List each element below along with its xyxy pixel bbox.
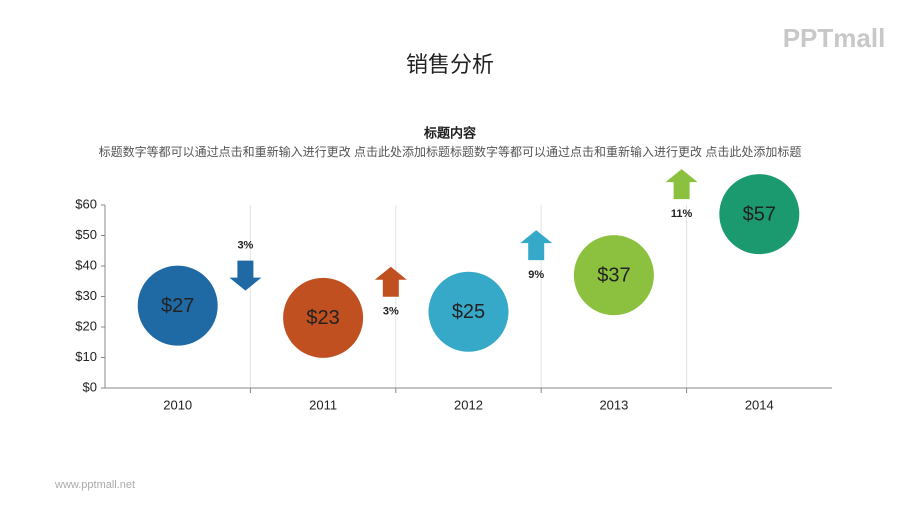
change-label: 9% — [528, 269, 544, 281]
change-arrow — [374, 266, 407, 297]
y-tick-label: $10 — [75, 349, 97, 364]
y-tick-label: $60 — [75, 196, 97, 211]
description: 标题数字等都可以通过点击和重新输入进行更改 点击此处添加标题标题数字等都可以通过… — [98, 145, 802, 159]
chart-title: 销售分析 — [406, 52, 494, 77]
value-label: $37 — [597, 264, 630, 286]
x-tick-label: 2010 — [163, 397, 192, 412]
change-label: 11% — [671, 208, 693, 220]
value-label: $25 — [452, 301, 485, 323]
y-tick-label: $30 — [75, 288, 97, 303]
change-arrow — [229, 260, 262, 291]
x-tick-label: 2014 — [745, 397, 774, 412]
logo: PPTmall — [783, 23, 886, 53]
change-label: 3% — [237, 240, 253, 252]
value-label: $23 — [306, 307, 339, 329]
y-tick-label: $40 — [75, 257, 97, 272]
value-label: $27 — [161, 295, 194, 317]
y-tick-label: $20 — [75, 318, 97, 333]
x-tick-label: 2011 — [309, 397, 337, 412]
bubble — [719, 174, 800, 255]
change-arrow — [665, 169, 698, 200]
x-tick-label: 2013 — [599, 397, 628, 412]
change-label: 3% — [383, 306, 399, 318]
y-tick-label: $50 — [75, 227, 97, 242]
y-tick-label: $0 — [83, 379, 97, 394]
bubble — [573, 235, 654, 316]
bubble — [428, 271, 509, 352]
footer: www.pptmall.net — [54, 479, 135, 491]
bubble — [283, 277, 364, 358]
x-tick-label: 2012 — [454, 397, 483, 412]
change-arrow — [520, 230, 553, 261]
value-label: $57 — [743, 203, 776, 225]
bubble — [137, 265, 218, 346]
chart-subtitle: 标题内容 — [423, 125, 476, 140]
